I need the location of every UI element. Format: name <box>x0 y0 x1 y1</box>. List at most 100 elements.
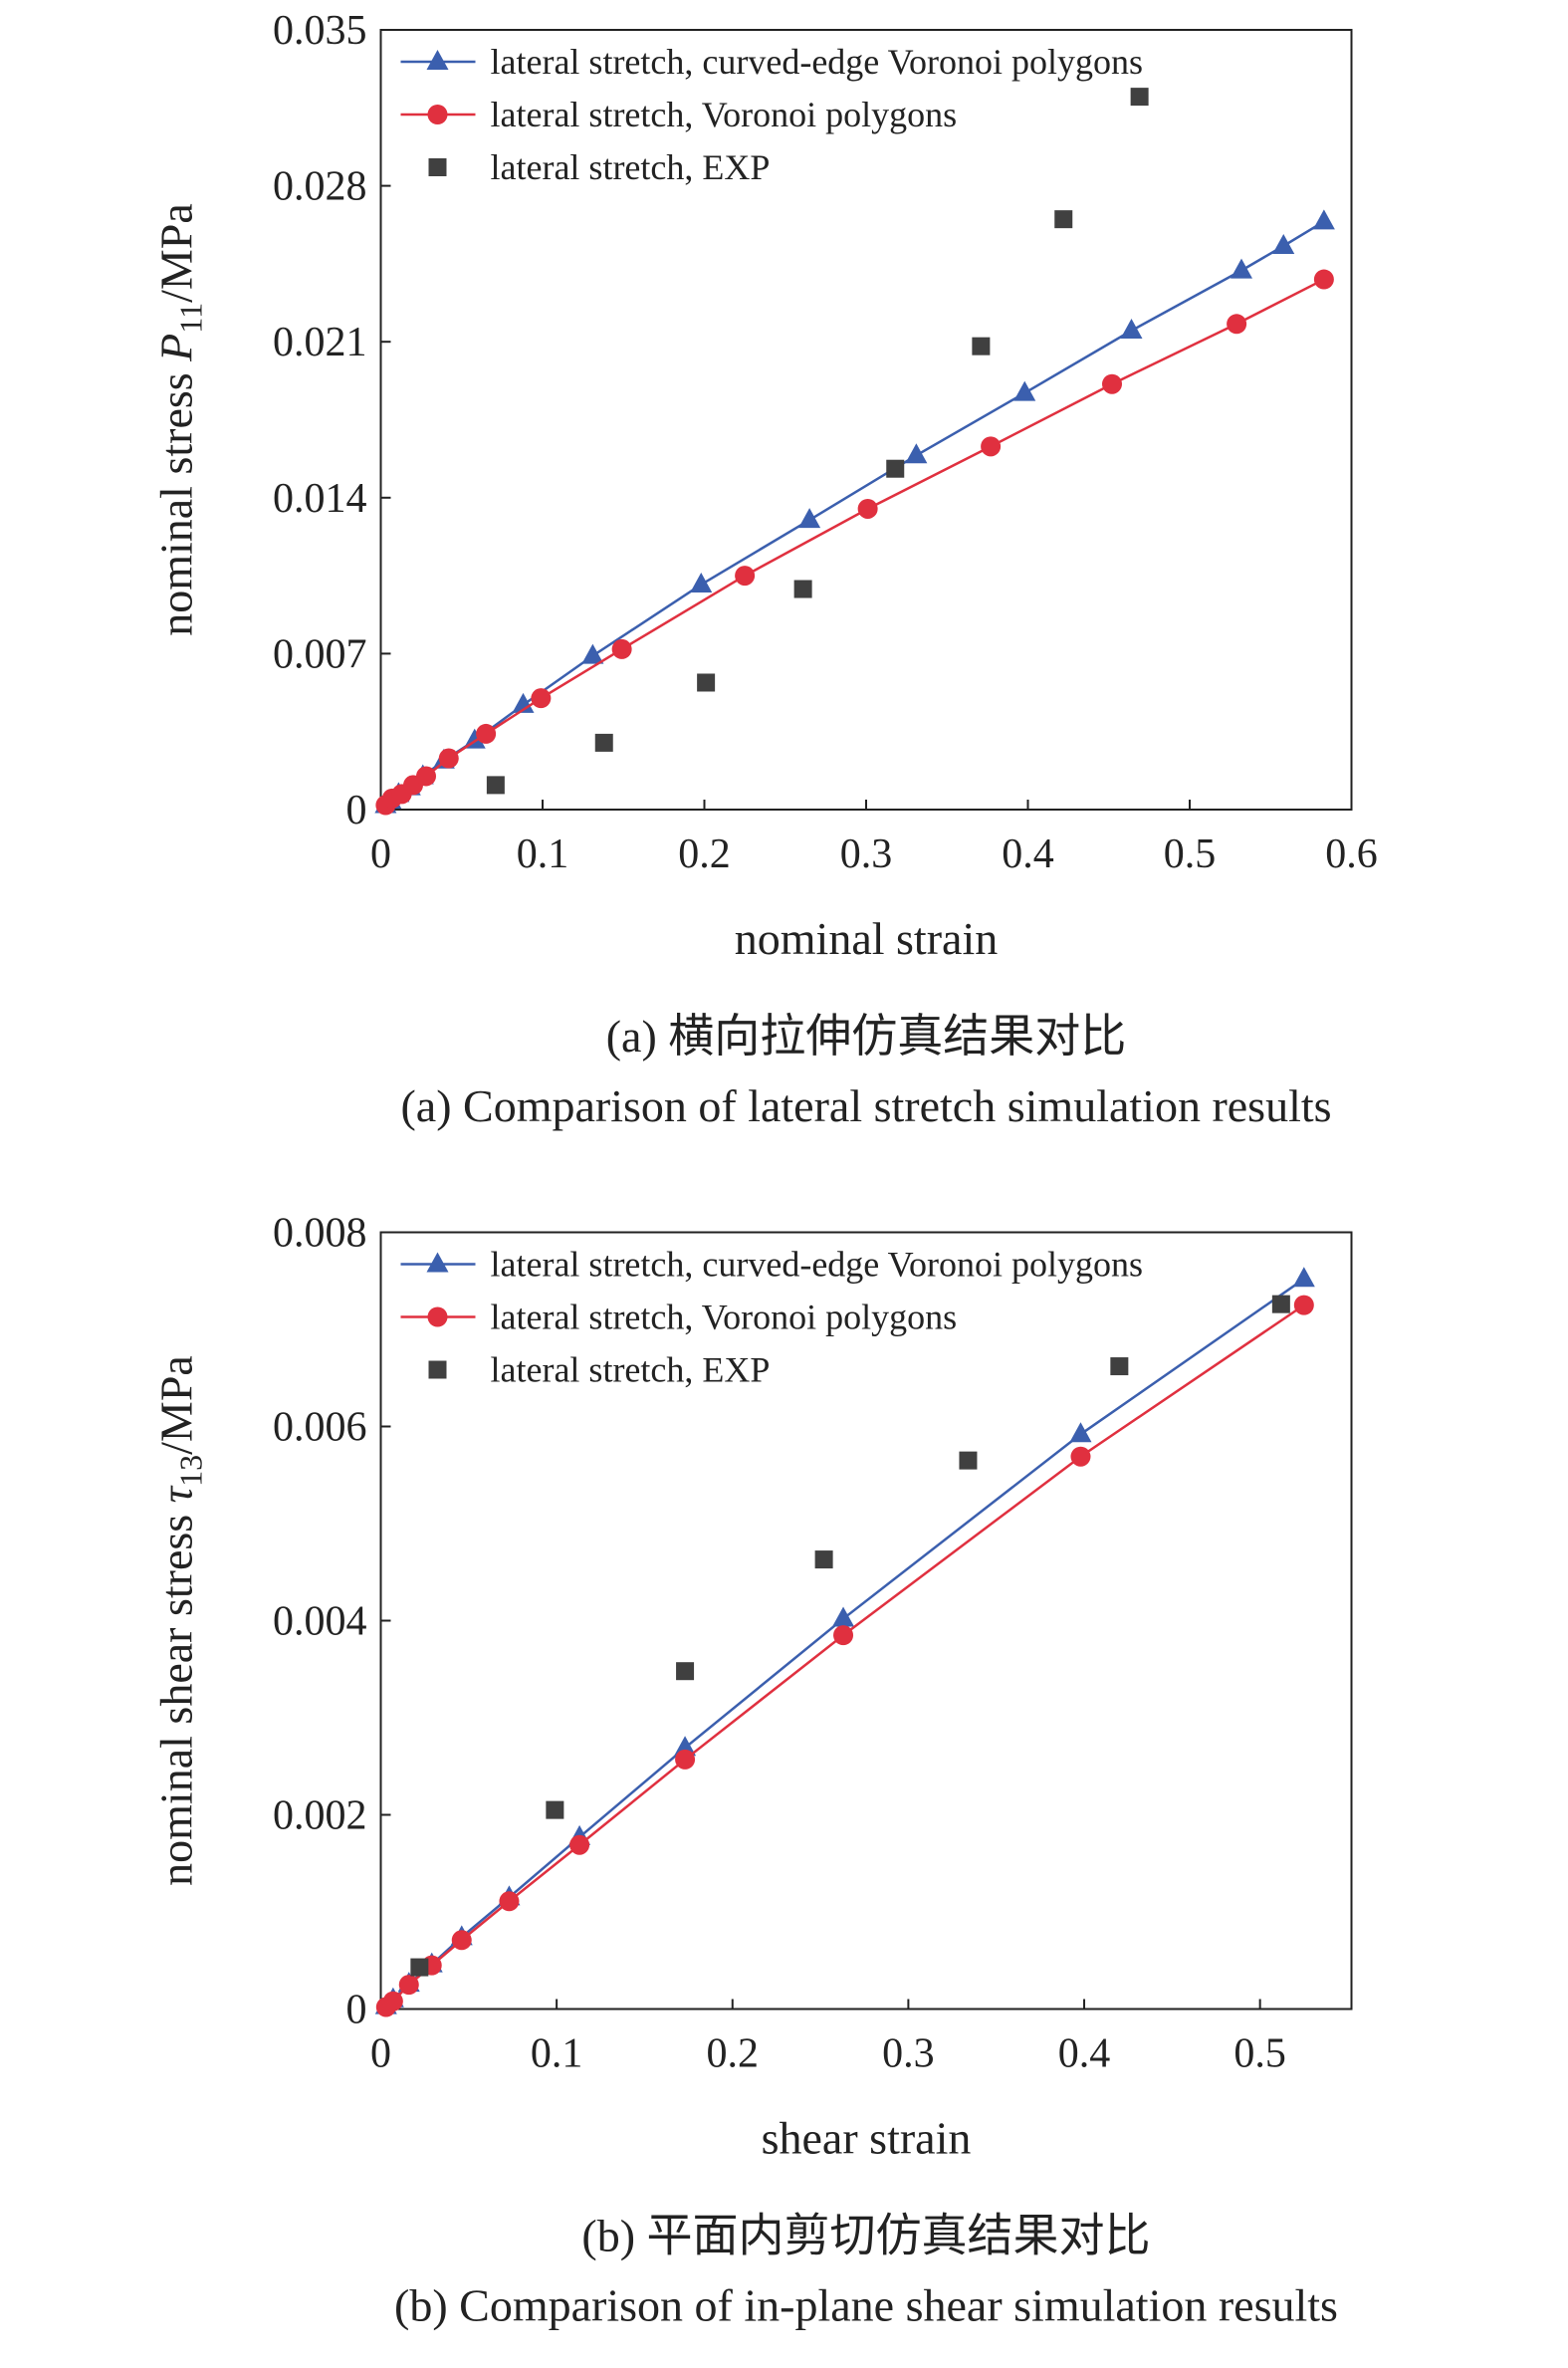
x-tick-label: 0.4 <box>1058 2031 1111 2077</box>
legend-label: lateral stretch, curved-edge Voronoi pol… <box>491 1245 1144 1285</box>
marker-square <box>486 776 505 795</box>
marker-triangle <box>905 443 928 464</box>
y-title-symbol: τ <box>151 1485 202 1503</box>
x-tick-label: 0.5 <box>1164 831 1217 877</box>
x-tick-label: 0 <box>370 831 391 877</box>
x-tick-label: 0.2 <box>707 2031 760 2077</box>
legend-label: lateral stretch, curved-edge Voronoi pol… <box>491 42 1144 82</box>
marker-square <box>546 1800 564 1819</box>
x-tick-label: 0 <box>370 2031 391 2077</box>
marker-circle <box>1313 269 1334 290</box>
marker-circle <box>735 566 756 587</box>
y-axis-title: nominal stress P11/MPa <box>151 203 209 636</box>
x-tick-label: 0.4 <box>1002 831 1054 877</box>
marker-square <box>676 1662 695 1681</box>
marker-circle <box>1227 314 1247 335</box>
plot-frame <box>379 1231 1353 2011</box>
marker-circle <box>611 638 632 659</box>
marker-circle <box>398 1975 419 1996</box>
chart: 0 0.002 0.004 0.006 0.008 0 0.1 0.2 0.3 0.4 0.5 she… <box>151 1211 1353 2331</box>
y-tick-label: 0.006 <box>273 1405 367 1451</box>
marker-circle <box>382 1991 403 2012</box>
legend-label: lateral stretch, Voronoi polygons <box>491 95 958 134</box>
x-tick-label: 0.1 <box>531 2031 583 2077</box>
marker-square <box>1110 1357 1129 1376</box>
marker-square <box>1054 210 1073 229</box>
legend-label: lateral stretch, Voronoi polygons <box>491 1298 958 1337</box>
marker-circle <box>416 766 436 787</box>
marker-circle <box>857 498 878 519</box>
caption: (a) 横向拉伸仿真结果对比 <box>606 1011 1127 1062</box>
caption: (b) Comparison of in-plane shear simulat… <box>394 2280 1338 2331</box>
x-tick-label: 0.6 <box>1325 831 1378 877</box>
marker-circle <box>1293 1295 1314 1315</box>
marker-triangle <box>1069 1422 1092 1443</box>
x-axis-title: shear strain <box>762 2113 972 2164</box>
y-tick-label: 0.028 <box>273 164 367 210</box>
y-title-text: nominal shear stress <box>151 1503 202 1886</box>
y-tick-label: 0 <box>346 788 367 833</box>
series-line <box>384 220 1325 807</box>
marker-triangle <box>426 50 449 70</box>
y-tick-label: 0.008 <box>273 1211 367 1257</box>
marker-square <box>814 1550 833 1569</box>
y-tick-label: 0.035 <box>273 8 367 54</box>
marker-triangle <box>1013 380 1036 401</box>
marker-circle <box>1070 1446 1091 1467</box>
marker-circle <box>438 748 459 769</box>
marker-square <box>697 673 716 692</box>
marker-circle <box>675 1749 696 1770</box>
legend-label: lateral stretch, EXP <box>491 147 771 187</box>
x-tick-label: 0.5 <box>1233 2031 1286 2077</box>
marker-square <box>428 158 447 176</box>
marker-square <box>1271 1295 1290 1313</box>
marker-square <box>1130 88 1149 107</box>
marker-circle <box>427 1306 448 1327</box>
marker-square <box>428 1360 447 1379</box>
x-axis-title: nominal strain <box>735 913 998 964</box>
y-tick-label: 0.002 <box>273 1793 367 1839</box>
marker-square <box>410 1958 429 1977</box>
series-line <box>384 278 1325 807</box>
marker-triangle <box>690 573 713 593</box>
y-tick-label: 0.007 <box>273 631 367 677</box>
x-tick-label: 0.3 <box>840 831 893 877</box>
marker-circle <box>1102 373 1122 394</box>
marker-triangle <box>832 1606 855 1627</box>
marker-triangle <box>426 1252 449 1273</box>
marker-circle <box>499 1891 520 1912</box>
marker-circle <box>451 1930 472 1951</box>
marker-triangle <box>1292 1267 1315 1288</box>
marker-circle <box>476 723 497 744</box>
marker-circle <box>427 105 448 124</box>
marker-circle <box>569 1834 590 1855</box>
y-title-text: nominal stress <box>151 361 202 636</box>
y-title-subscript: 13 <box>173 1455 209 1487</box>
y-tick-label: 0.004 <box>273 1599 367 1645</box>
marker-triangle <box>674 1736 697 1757</box>
y-axis-title: nominal shear stress τ13/MPa <box>151 1355 209 1886</box>
y-tick-label: 0.014 <box>273 476 367 522</box>
y-title-symbol: P <box>151 334 202 362</box>
marker-square <box>886 459 905 478</box>
marker-square <box>959 1451 978 1470</box>
x-tick-label: 0.1 <box>517 831 569 877</box>
series-line <box>385 1303 1305 2009</box>
marker-triangle <box>512 692 535 713</box>
y-tick-label: 0 <box>346 1988 367 2033</box>
caption: (b) 平面内剪切仿真结果对比 <box>581 2211 1150 2261</box>
marker-triangle <box>798 508 821 529</box>
marker-circle <box>531 688 552 709</box>
legend-label: lateral stretch, EXP <box>491 1350 771 1390</box>
caption: (a) Comparison of lateral stretch simula… <box>400 1080 1331 1131</box>
marker-square <box>594 733 613 752</box>
marker-triangle <box>1272 234 1295 255</box>
y-title-unit: /MPa <box>151 1355 202 1455</box>
marker-circle <box>833 1625 854 1646</box>
marker-square <box>972 337 991 355</box>
x-tick-label: 0.2 <box>678 831 731 877</box>
x-tick-label: 0.3 <box>882 2031 935 2077</box>
y-title-subscript: 11 <box>173 303 209 334</box>
chart: 0 0.007 0.014 0.021 0.028 0.035 0 0.1 0.2 0.3 0.4 0… <box>151 8 1378 1131</box>
